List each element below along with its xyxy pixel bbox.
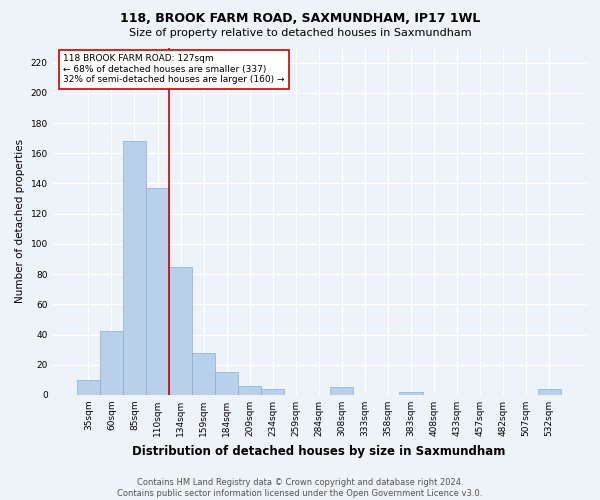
Bar <box>77 380 100 395</box>
Bar <box>123 141 146 395</box>
Y-axis label: Number of detached properties: Number of detached properties <box>15 139 25 304</box>
Bar <box>192 352 215 395</box>
Bar <box>146 188 169 395</box>
Bar <box>400 392 422 395</box>
Bar <box>538 389 561 395</box>
Text: 118, BROOK FARM ROAD, SAXMUNDHAM, IP17 1WL: 118, BROOK FARM ROAD, SAXMUNDHAM, IP17 1… <box>120 12 480 26</box>
X-axis label: Distribution of detached houses by size in Saxmundham: Distribution of detached houses by size … <box>132 444 506 458</box>
Bar <box>238 386 261 395</box>
Bar <box>169 266 192 395</box>
Bar <box>331 388 353 395</box>
Text: 118 BROOK FARM ROAD: 127sqm
← 68% of detached houses are smaller (337)
32% of se: 118 BROOK FARM ROAD: 127sqm ← 68% of det… <box>64 54 285 84</box>
Bar <box>261 389 284 395</box>
Bar <box>100 332 123 395</box>
Text: Size of property relative to detached houses in Saxmundham: Size of property relative to detached ho… <box>128 28 472 38</box>
Text: Contains HM Land Registry data © Crown copyright and database right 2024.
Contai: Contains HM Land Registry data © Crown c… <box>118 478 482 498</box>
Bar <box>215 372 238 395</box>
